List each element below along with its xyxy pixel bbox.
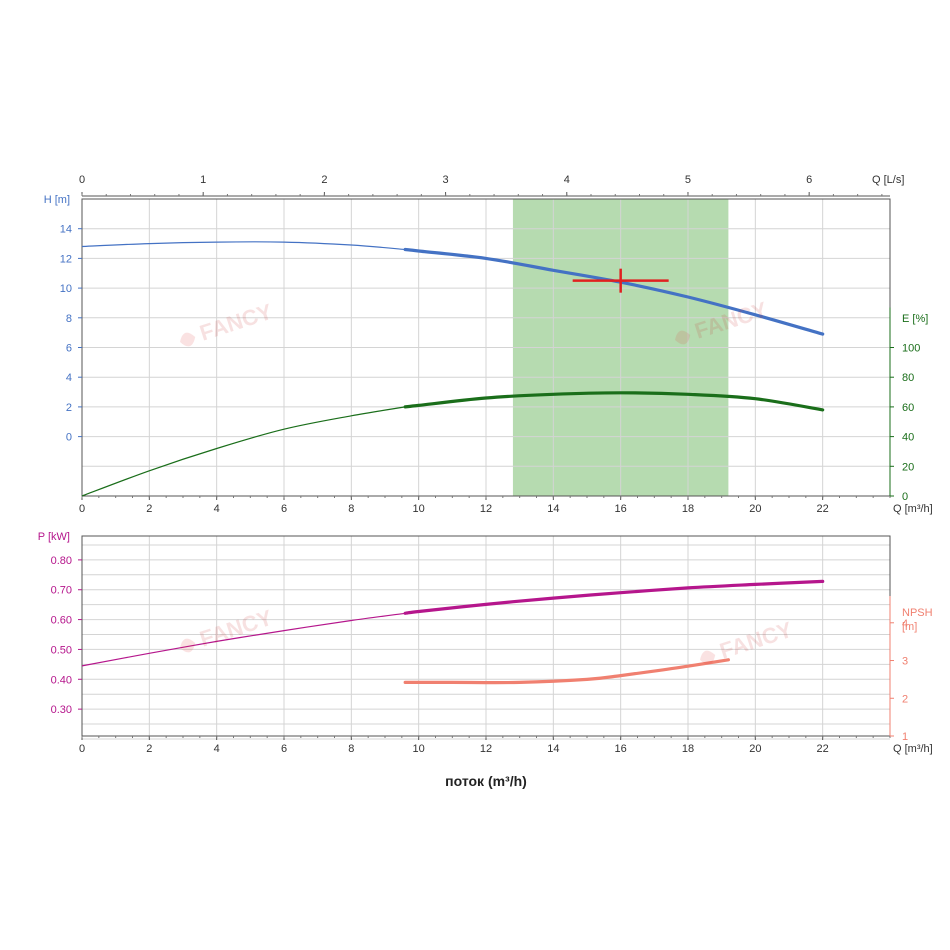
series-line-bold xyxy=(403,247,825,336)
x-tick-label: 12 xyxy=(480,503,492,515)
y-right-tick-label: 3 xyxy=(902,656,908,668)
x-tick-label: 22 xyxy=(817,743,829,755)
chart-panel-2: 0 2 4 6 8 10 12 14 16 18 20 22 Q [m³/h]0.300.400.500… xyxy=(38,531,933,755)
x-axis-label: Q [m³/h] xyxy=(893,503,933,515)
top-axis-label: Q [L/s] xyxy=(872,174,904,186)
x-tick-label: 2 xyxy=(146,503,152,515)
watermark-text: FANCY xyxy=(197,299,276,346)
y-right-tick-label: 0 xyxy=(902,491,908,503)
watermark-leaf-icon xyxy=(180,638,196,653)
y-left-tick-label: 2 xyxy=(66,402,72,414)
series-line-bold xyxy=(403,579,825,615)
x-tick-label: 20 xyxy=(749,503,761,515)
x-tick-label: 8 xyxy=(348,503,354,515)
series-line-bold xyxy=(403,658,730,685)
watermark-text: FANCY xyxy=(197,605,276,652)
watermark-leaf-icon xyxy=(675,330,691,345)
y-right-axis-label: E [%] xyxy=(902,313,928,325)
y-right-tick-label: 60 xyxy=(902,402,914,414)
top-tick-label: 1 xyxy=(200,174,206,186)
top-tick-label: 5 xyxy=(685,174,691,186)
y-left-tick-label: 6 xyxy=(66,343,72,355)
y-right-tick-label: 1 xyxy=(902,731,908,743)
x-axis-label: Q [m³/h] xyxy=(893,743,933,755)
top-tick-label: 3 xyxy=(443,174,449,186)
series-line-thin xyxy=(81,241,406,251)
x-tick-label: 18 xyxy=(682,503,694,515)
y-left-tick-label: 0.30 xyxy=(51,704,72,716)
x-tick-label: 16 xyxy=(615,743,627,755)
watermark-leaf-icon xyxy=(180,332,196,347)
x-tick-label: 0 xyxy=(79,743,85,755)
y-right-tick-label: 4 xyxy=(902,618,908,630)
y-left-tick-label: 12 xyxy=(60,253,72,265)
y-left-tick-label: 8 xyxy=(66,313,72,325)
series-line-thin xyxy=(81,406,406,497)
y-left-tick-label: 0 xyxy=(66,432,72,444)
watermark-logo: FANCY xyxy=(180,605,276,653)
x-tick-label: 2 xyxy=(146,743,152,755)
watermark-text: FANCY xyxy=(717,617,796,664)
y-left-tick-label: 0.70 xyxy=(51,585,72,597)
y-left-tick-label: 10 xyxy=(60,283,72,295)
y-left-tick-label: 0.60 xyxy=(51,615,72,627)
y-left-tick-label: 4 xyxy=(66,372,72,384)
chart-panel-1: 0 2 4 6 8 10 12 14 16 18 20 22 Q [m³/h]0 1 2 3 4 5 6 Q [L/s… xyxy=(44,174,933,515)
y-right-tick-label: 2 xyxy=(902,693,908,705)
series-line-bold xyxy=(403,391,825,412)
y-right-tick-label: 80 xyxy=(902,372,914,384)
x-tick-label: 22 xyxy=(817,503,829,515)
y-right-tick-label: 100 xyxy=(902,343,920,355)
x-tick-label: 18 xyxy=(682,743,694,755)
x-tick-label: 12 xyxy=(480,743,492,755)
x-tick-label: 10 xyxy=(413,743,425,755)
top-tick-label: 4 xyxy=(564,174,570,186)
chart-x-title: поток (m³/h) xyxy=(445,773,527,789)
x-tick-label: 6 xyxy=(281,743,287,755)
y-left-axis-label: H [m] xyxy=(44,194,70,206)
watermark-logo: FANCY xyxy=(180,299,276,347)
x-tick-label: 20 xyxy=(749,743,761,755)
watermark-leaf-icon xyxy=(700,650,716,665)
x-tick-label: 6 xyxy=(281,503,287,515)
y-left-tick-label: 0.80 xyxy=(51,555,72,567)
top-tick-label: 6 xyxy=(806,174,812,186)
top-tick-label: 0 xyxy=(79,174,85,186)
y-right-tick-label: 40 xyxy=(902,432,914,444)
x-tick-label: 4 xyxy=(214,503,220,515)
y-right-tick-label: 20 xyxy=(902,461,914,473)
x-tick-label: 16 xyxy=(615,503,627,515)
x-tick-label: 8 xyxy=(348,743,354,755)
watermark-logo: FANCY xyxy=(700,617,796,665)
x-tick-label: 14 xyxy=(547,503,559,515)
y-left-tick-label: 14 xyxy=(60,224,72,236)
series-line-thin xyxy=(81,612,406,667)
top-tick-label: 2 xyxy=(321,174,327,186)
x-tick-label: 0 xyxy=(79,503,85,515)
y-left-tick-label: 0.50 xyxy=(51,644,72,656)
x-tick-label: 14 xyxy=(547,743,559,755)
y-left-tick-label: 0.40 xyxy=(51,674,72,686)
y-left-axis-label: P [kW] xyxy=(38,531,70,543)
x-tick-label: 4 xyxy=(214,743,220,755)
x-tick-label: 10 xyxy=(413,503,425,515)
y-right-axis-label-line1: NPSH xyxy=(902,607,933,619)
y-right-axis-label-line2: [m] xyxy=(902,621,917,633)
